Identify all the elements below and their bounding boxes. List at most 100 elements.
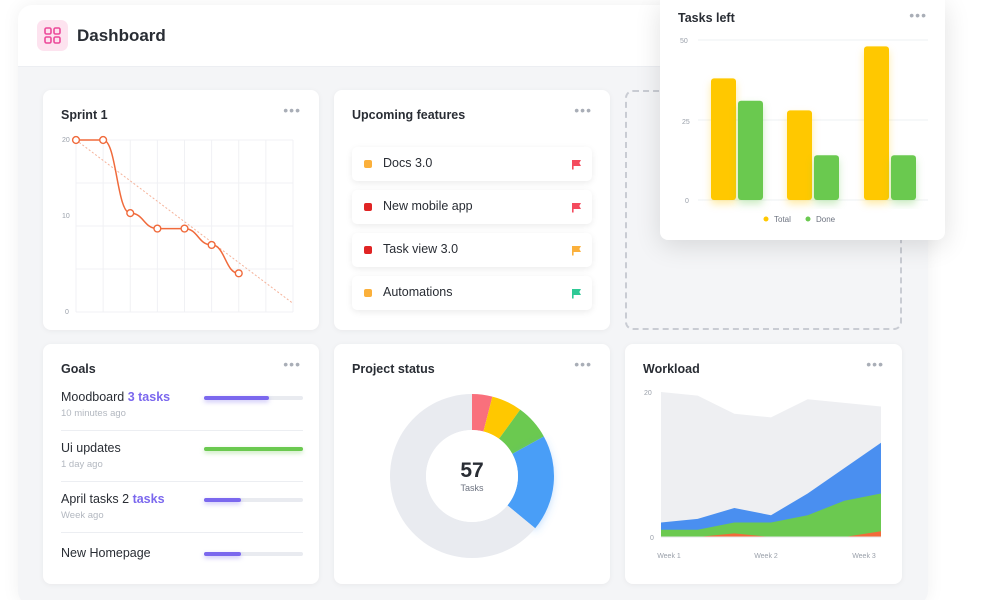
feature-status-square bbox=[364, 289, 372, 297]
feature-item[interactable]: Task view 3.0 bbox=[352, 233, 592, 267]
features-title: Upcoming features bbox=[352, 108, 466, 122]
goals-title: Goals bbox=[61, 362, 96, 376]
workload-more-button[interactable]: ••• bbox=[866, 356, 884, 372]
goal-name: April tasks 2 tasks bbox=[61, 492, 165, 506]
feature-item[interactable]: New mobile app bbox=[352, 190, 592, 224]
tasks-bar-total[interactable] bbox=[864, 46, 889, 201]
tasks-bar-done[interactable] bbox=[891, 155, 916, 200]
goal-progress-track bbox=[204, 447, 303, 451]
flag-icon[interactable] bbox=[571, 157, 582, 175]
legend-done-swatch bbox=[805, 216, 811, 222]
feature-label: Task view 3.0 bbox=[383, 242, 459, 256]
feature-status-square bbox=[364, 203, 372, 211]
tasks-left-more-button[interactable]: ••• bbox=[909, 7, 927, 23]
goal-time: 1 day ago bbox=[61, 459, 103, 470]
donut-slice[interactable] bbox=[483, 396, 521, 439]
goal-name-text: New Homepage bbox=[61, 546, 151, 560]
goal-progress-fill bbox=[204, 447, 303, 451]
flag-icon[interactable] bbox=[571, 200, 582, 218]
sprint-title: Sprint 1 bbox=[61, 108, 108, 122]
page-title: Dashboard bbox=[77, 26, 166, 45]
goal-name-text: April tasks 2 bbox=[61, 492, 133, 506]
tasks-y-tick-50: 50 bbox=[680, 38, 688, 45]
feature-item[interactable]: Docs 3.0 bbox=[352, 147, 592, 181]
tasks-left-title: Tasks left bbox=[678, 11, 735, 25]
feature-status-square bbox=[364, 160, 372, 168]
project-status-title: Project status bbox=[352, 362, 435, 376]
workload-area-green bbox=[661, 493, 881, 537]
sprint-y-tick-0: 0 bbox=[65, 309, 69, 316]
dashboard-grid-icon[interactable] bbox=[37, 20, 68, 51]
goal-divider bbox=[61, 481, 303, 482]
workload-area-orange bbox=[661, 531, 881, 537]
goal-name: Moodboard 3 tasks bbox=[61, 390, 170, 404]
flag-icon[interactable] bbox=[571, 286, 582, 304]
tasks-bar-total[interactable] bbox=[711, 78, 736, 200]
tasks-bar-done[interactable] bbox=[814, 155, 839, 200]
donut-slice[interactable] bbox=[390, 394, 536, 558]
sprint-card: Sprint 1 ••• 20 10 0 bbox=[43, 90, 319, 330]
sprint-point[interactable] bbox=[153, 224, 162, 233]
project-status-more-button[interactable]: ••• bbox=[574, 356, 592, 372]
sprint-ideal-line bbox=[75, 139, 294, 304]
workload-x-tick-week3: Week 3 bbox=[852, 553, 876, 560]
donut-center-label: Tasks bbox=[460, 483, 484, 493]
tasks-bar-total[interactable] bbox=[787, 110, 812, 200]
goal-name: New Homepage bbox=[61, 546, 151, 560]
legend-total-label: Total bbox=[774, 215, 791, 224]
donut-center-value: 57 bbox=[460, 459, 483, 482]
sprint-point[interactable] bbox=[71, 135, 81, 145]
feature-label: Docs 3.0 bbox=[383, 156, 433, 170]
feature-status-square bbox=[364, 246, 372, 254]
sprint-point[interactable] bbox=[207, 240, 216, 250]
feature-label: New mobile app bbox=[383, 199, 473, 213]
feature-item[interactable]: Automations bbox=[352, 276, 592, 310]
goal-tasks-link[interactable]: 3 tasks bbox=[127, 390, 171, 404]
donut-hole bbox=[426, 430, 518, 522]
upcoming-features-card: Upcoming features ••• Docs 3.0 New mobile… bbox=[334, 90, 610, 330]
tasks-y-tick-0: 0 bbox=[685, 198, 689, 205]
legend-total-swatch bbox=[763, 216, 769, 222]
features-more-button[interactable]: ••• bbox=[574, 102, 592, 118]
goal-progress-track bbox=[204, 552, 303, 556]
feature-label: Automations bbox=[383, 285, 453, 299]
tasks-left-popup: Tasks left ••• 50 25 0 Total Done bbox=[660, 0, 945, 240]
sprint-point[interactable] bbox=[126, 208, 135, 218]
goal-name-text: Ui updates bbox=[61, 441, 121, 455]
donut-slice[interactable] bbox=[507, 436, 554, 529]
workload-x-tick-week1: Week 1 bbox=[657, 553, 681, 560]
goal-time: 10 minutes ago bbox=[61, 408, 126, 419]
sprint-point[interactable] bbox=[99, 135, 108, 145]
goal-progress-fill bbox=[204, 498, 241, 502]
project-status-card: Project status ••• 57 Tasks bbox=[334, 344, 610, 584]
tasks-left-chart: 50 25 0 Total Done bbox=[680, 38, 928, 224]
goal-divider bbox=[61, 430, 303, 431]
sprint-y-tick-20: 20 bbox=[62, 137, 70, 144]
sprint-more-button[interactable]: ••• bbox=[283, 102, 301, 118]
flag-icon[interactable] bbox=[571, 243, 582, 261]
donut-slice[interactable] bbox=[499, 409, 544, 454]
goal-tasks-link[interactable]: tasks bbox=[132, 492, 165, 506]
goal-progress-track bbox=[204, 498, 303, 502]
tasks-bar-done[interactable] bbox=[738, 100, 763, 200]
goal-name: Ui updates bbox=[61, 441, 121, 455]
workload-y-tick-20: 20 bbox=[644, 390, 652, 397]
donut-slice[interactable] bbox=[472, 394, 493, 432]
goals-more-button[interactable]: ••• bbox=[283, 356, 301, 372]
workload-y-tick-0: 0 bbox=[650, 535, 654, 542]
sprint-point[interactable] bbox=[234, 269, 243, 278]
goal-divider bbox=[61, 532, 303, 533]
goal-name-text: Moodboard bbox=[61, 390, 128, 404]
sprint-y-tick-10: 10 bbox=[62, 213, 70, 220]
workload-title: Workload bbox=[643, 362, 700, 376]
goal-progress-fill bbox=[204, 552, 241, 556]
goal-progress-track bbox=[204, 396, 303, 400]
workload-chart: 20 0 Week 1 Week 2 Week 3 bbox=[644, 390, 881, 560]
workload-x-tick-week2: Week 2 bbox=[754, 553, 778, 560]
goals-card: Goals ••• Moodboard 3 tasks 10 minutes ag… bbox=[43, 344, 319, 584]
project-status-donut: 57 Tasks bbox=[390, 394, 554, 558]
tasks-y-tick-25: 25 bbox=[682, 119, 690, 126]
goal-time: Week ago bbox=[61, 510, 104, 521]
sprint-chart: 20 10 0 bbox=[62, 135, 294, 316]
sprint-point[interactable] bbox=[180, 224, 189, 233]
